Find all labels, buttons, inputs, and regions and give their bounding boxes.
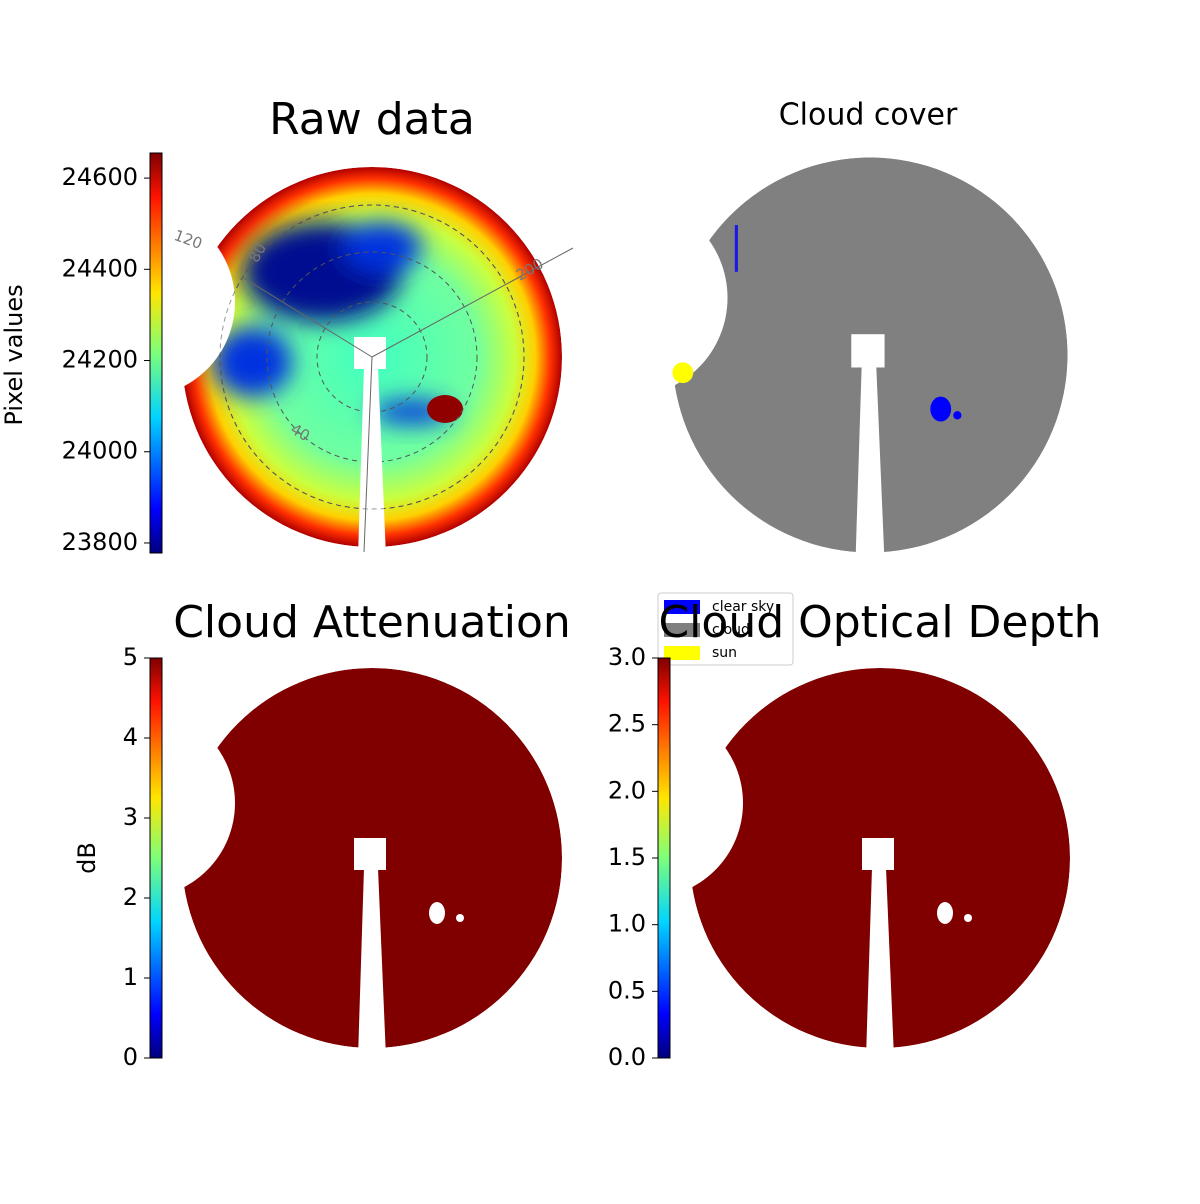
attenuation-image [182,668,562,1048]
polar-label: 120 [172,226,205,253]
colorbar-tick-label: 24400 [62,254,138,282]
colorbar [149,152,163,554]
colorbar-tick-label: 23800 [62,528,138,556]
colorbar-tick-label: 1.0 [608,910,646,938]
legend-label: sun [712,645,737,661]
panel-title: Cloud cover [779,98,958,133]
colorbar-tick-label: 2.5 [608,710,646,738]
legend-swatch [664,646,700,660]
colorbar-tick-label: 2.0 [608,776,646,804]
colorbar [657,657,671,1059]
colorbar-tick-label: 5 [123,643,138,671]
colorbar-tick-label: 24200 [62,346,138,374]
panel-title: Cloud Optical Depth [658,597,1101,648]
raw-image [182,167,574,553]
colorbar-label: Pixel values [0,284,28,425]
colorbar [149,657,163,1059]
panel-title: Raw data [269,94,475,145]
colorbar-label: dB [73,842,101,874]
colorbar-tick-label: 1 [123,963,138,991]
legend-swatch [664,600,700,614]
panel-title: Cloud Attenuation [173,597,571,648]
colorbar-tick-label: 0.5 [608,976,646,1004]
colorbar-tick-label: 4 [123,723,138,751]
colorbar-tick-label: 24000 [62,437,138,465]
colorbar-tick-label: 0.0 [608,1043,646,1071]
colorbar-tick-label: 3.0 [608,643,646,671]
colorbar-tick-label: 2 [123,883,138,911]
colorbar-tick-label: 3 [123,803,138,831]
colorbar-tick-label: 0 [123,1043,138,1071]
optical-depth-image [690,668,1070,1048]
legend-label: clear sky [712,599,774,615]
colorbar-tick-label: 1.5 [608,843,646,871]
legend-label: cloud [712,622,750,638]
cloud-cover-image [672,157,1068,553]
colorbar-tick-label: 24600 [62,163,138,191]
legend-swatch [664,623,700,637]
